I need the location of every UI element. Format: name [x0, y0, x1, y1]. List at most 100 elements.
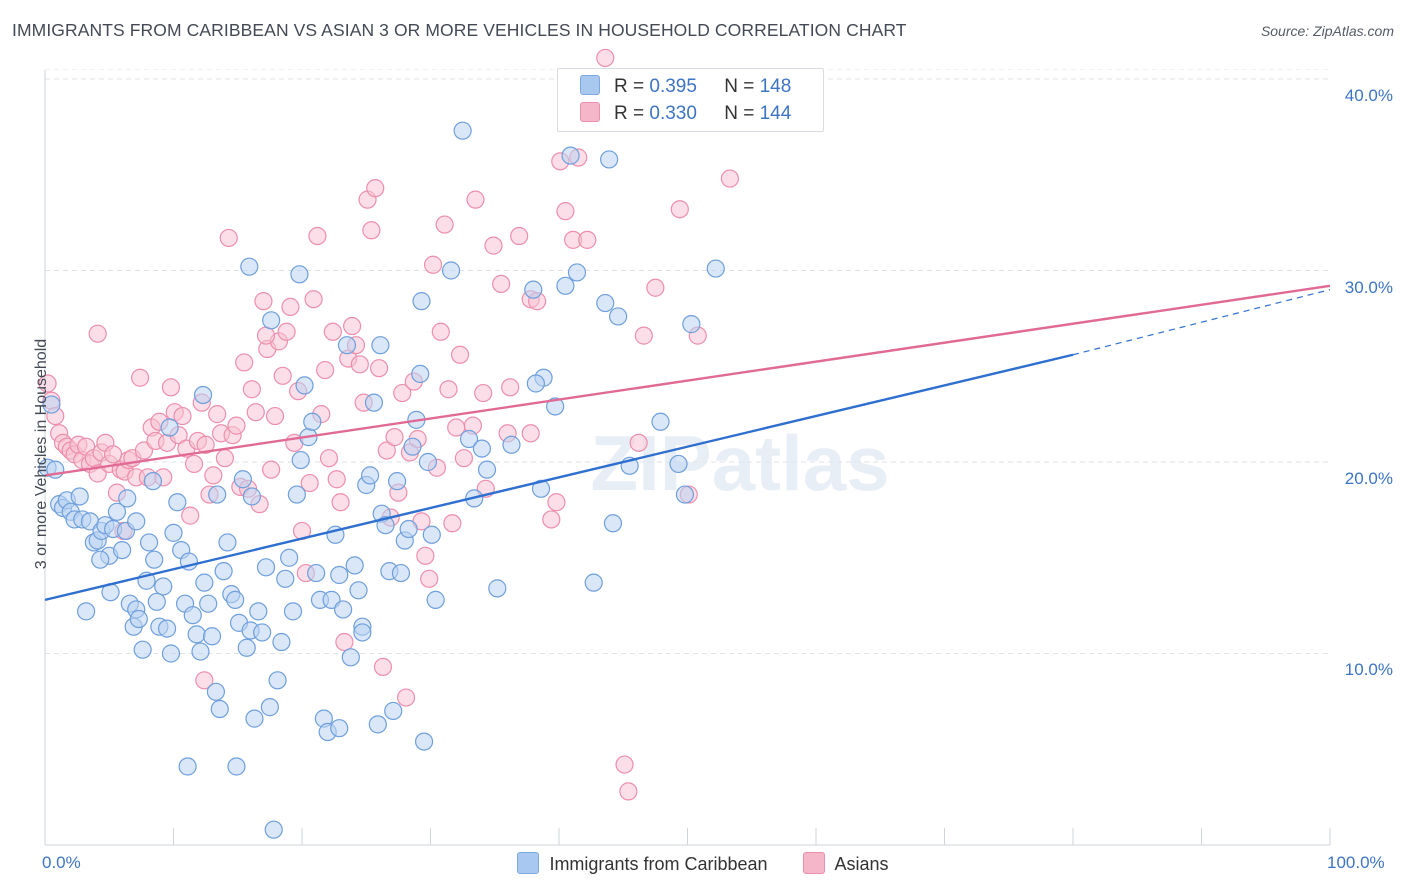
data-point	[439, 380, 458, 399]
data-point	[561, 146, 580, 165]
data-point	[546, 397, 565, 416]
y-axis-label: 3 or more Vehicles in Household	[33, 338, 50, 570]
data-point	[242, 487, 261, 506]
data-point	[492, 274, 511, 294]
data-point	[335, 632, 354, 652]
data-point	[280, 548, 299, 567]
data-point	[364, 393, 384, 412]
data-point	[237, 638, 256, 657]
data-point	[295, 376, 314, 395]
data-point	[260, 698, 279, 717]
asians-trend-line	[44, 284, 1331, 477]
data-point	[411, 364, 430, 384]
data-point	[276, 569, 295, 588]
data-point	[254, 292, 273, 311]
data-point	[139, 533, 159, 552]
y-tick-label: 40.0%	[1344, 86, 1393, 105]
data-point	[304, 290, 323, 309]
data-point	[195, 573, 214, 592]
data-point	[208, 405, 227, 424]
data-point	[143, 472, 163, 491]
data-point	[484, 236, 503, 255]
data-point	[183, 606, 202, 625]
data-point	[651, 412, 670, 431]
legend-item-caribbean: Immigrants from Caribbean	[517, 852, 768, 875]
data-point	[214, 562, 233, 581]
x-tick-label: 0.0%	[42, 853, 81, 872]
data-point	[334, 600, 353, 619]
data-point	[88, 324, 107, 343]
data-point	[377, 441, 396, 460]
data-point	[268, 671, 287, 690]
data-point	[308, 226, 327, 246]
data-point	[240, 257, 259, 276]
data-point	[323, 322, 342, 341]
data-point	[264, 820, 283, 839]
data-point	[603, 514, 623, 533]
data-point	[474, 383, 493, 403]
data-point	[341, 648, 360, 667]
legend-row-caribbean: R = 0.395 N = 148	[580, 75, 791, 99]
data-point	[283, 602, 303, 621]
data-point	[531, 479, 551, 498]
data-point	[423, 255, 443, 274]
legend-label: Asians	[834, 854, 889, 874]
data-point	[133, 640, 152, 659]
data-point	[129, 609, 148, 629]
data-point	[303, 412, 322, 431]
data-point	[453, 121, 472, 140]
data-point	[272, 632, 291, 652]
data-point	[127, 512, 146, 531]
data-point	[307, 563, 326, 583]
axes	[44, 70, 1331, 846]
legend-swatch-pink	[580, 102, 600, 122]
data-point	[164, 523, 183, 542]
n-label: N =	[724, 103, 755, 124]
data-point	[181, 506, 200, 525]
data-point	[454, 449, 474, 468]
data-point	[502, 435, 521, 454]
data-point	[526, 374, 545, 393]
data-point	[242, 380, 261, 399]
data-point	[720, 169, 740, 188]
data-point	[391, 563, 411, 583]
data-point	[414, 732, 434, 751]
data-point	[420, 569, 439, 588]
data-point	[157, 619, 177, 638]
data-point	[226, 590, 245, 609]
data-point	[38, 374, 57, 393]
data-point	[147, 592, 166, 611]
data-point	[331, 493, 350, 512]
data-point	[556, 276, 575, 295]
data-point	[219, 228, 238, 248]
y-tick-label: 30.0%	[1344, 278, 1393, 297]
data-point	[253, 623, 272, 642]
data-point	[262, 460, 281, 479]
r-value: 0.395	[649, 76, 697, 97]
data-point	[387, 472, 407, 491]
data-point	[343, 316, 362, 336]
data-point	[256, 326, 276, 345]
data-point	[202, 627, 222, 646]
legend-label: Immigrants from Caribbean	[549, 854, 768, 874]
r-label: R =	[614, 103, 645, 124]
data-point	[316, 360, 335, 380]
data-point	[193, 385, 213, 405]
data-point	[441, 261, 461, 280]
data-point	[77, 602, 96, 621]
data-point	[227, 416, 246, 435]
data-point	[290, 265, 309, 284]
y-tick-label: 10.0%	[1344, 660, 1393, 679]
legend-item-asians: Asians	[802, 852, 889, 875]
data-point	[245, 709, 264, 728]
data-point	[600, 150, 619, 169]
y-tick-label: 20.0%	[1344, 469, 1393, 488]
x-tick-label: 100.0%	[1327, 853, 1385, 872]
data-point	[191, 642, 210, 661]
data-point	[521, 424, 540, 443]
data-point	[675, 485, 695, 504]
data-point	[426, 590, 445, 609]
data-point	[431, 322, 450, 341]
data-point	[112, 540, 132, 560]
